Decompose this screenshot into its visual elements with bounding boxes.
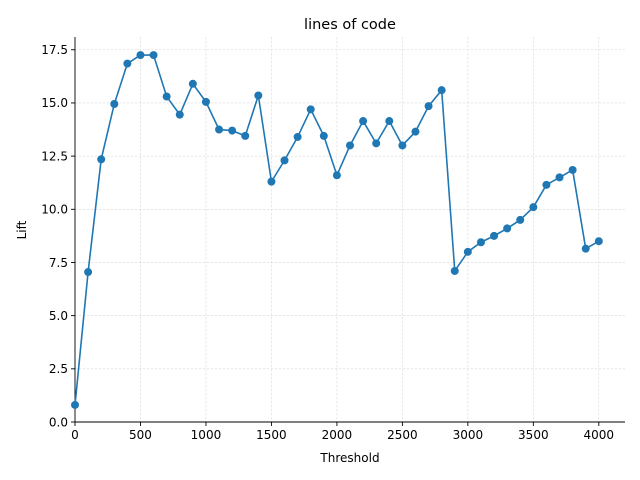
x-axis-label: Threshold xyxy=(319,451,379,465)
data-point-27 xyxy=(424,102,433,111)
data-point-6 xyxy=(149,51,158,60)
data-point-22 xyxy=(359,117,368,126)
data-point-10 xyxy=(201,97,210,106)
y-tick-label-7: 17.5 xyxy=(41,43,68,57)
x-tick-label-5: 2500 xyxy=(387,428,418,442)
y-tick-label-0: 0.0 xyxy=(49,415,68,429)
data-point-11 xyxy=(215,125,224,134)
axis-ticks: 0 500 1000 1500 2000 2500 3000 3500 4000 0.0 2.5 5.… xyxy=(41,43,614,442)
data-point-3 xyxy=(110,100,119,109)
data-point-0 xyxy=(71,400,79,409)
axes-spines xyxy=(74,37,625,423)
x-tick-label-6: 3000 xyxy=(453,428,484,442)
data-point-29 xyxy=(450,266,459,275)
x-tick-label-0: 0 xyxy=(71,428,79,442)
grid-lines xyxy=(74,37,625,423)
series-lift xyxy=(71,51,603,409)
data-point-12 xyxy=(228,126,237,135)
y-tick-label-3: 7.5 xyxy=(49,256,68,270)
chart-title: lines of code xyxy=(304,17,396,33)
x-tick-label-3: 1500 xyxy=(256,428,287,442)
y-tick-label-2: 5.0 xyxy=(49,309,68,323)
x-tick-label-8: 4000 xyxy=(584,428,615,442)
data-point-28 xyxy=(437,86,446,95)
data-point-16 xyxy=(280,156,289,165)
x-tick-label-7: 3500 xyxy=(518,428,549,442)
data-point-18 xyxy=(306,105,315,114)
data-point-17 xyxy=(293,132,302,141)
data-point-34 xyxy=(516,215,525,224)
data-point-23 xyxy=(372,139,381,148)
data-point-1 xyxy=(84,268,93,277)
data-point-33 xyxy=(503,224,512,233)
data-point-38 xyxy=(568,165,577,174)
data-point-9 xyxy=(188,79,197,88)
data-point-2 xyxy=(97,155,106,164)
data-point-5 xyxy=(136,51,145,60)
data-point-32 xyxy=(490,231,499,240)
data-point-8 xyxy=(175,110,184,119)
data-point-37 xyxy=(555,173,564,182)
data-point-35 xyxy=(529,203,538,212)
data-point-4 xyxy=(123,59,132,68)
y-tick-label-4: 10.0 xyxy=(41,203,68,217)
data-point-26 xyxy=(411,127,420,136)
data-point-31 xyxy=(476,238,485,247)
y-tick-label-6: 15.0 xyxy=(41,96,68,110)
data-point-15 xyxy=(267,177,276,186)
data-point-25 xyxy=(398,141,407,150)
x-tick-label-2: 1000 xyxy=(191,428,222,442)
data-point-21 xyxy=(346,141,354,150)
x-tick-label-4: 2000 xyxy=(322,428,353,442)
data-point-19 xyxy=(319,131,328,140)
data-point-40 xyxy=(594,237,603,246)
y-tick-label-5: 12.5 xyxy=(41,149,68,163)
x-tick-label-1: 500 xyxy=(129,428,152,442)
data-point-20 xyxy=(332,171,341,180)
data-point-14 xyxy=(254,91,263,100)
data-point-13 xyxy=(241,131,250,140)
y-tick-label-1: 2.5 xyxy=(49,362,68,376)
data-point-7 xyxy=(162,92,171,101)
data-point-30 xyxy=(463,247,472,256)
data-point-24 xyxy=(385,117,394,126)
y-axis-label: Lift xyxy=(15,220,29,239)
data-point-36 xyxy=(542,180,551,189)
data-point-39 xyxy=(581,244,590,253)
